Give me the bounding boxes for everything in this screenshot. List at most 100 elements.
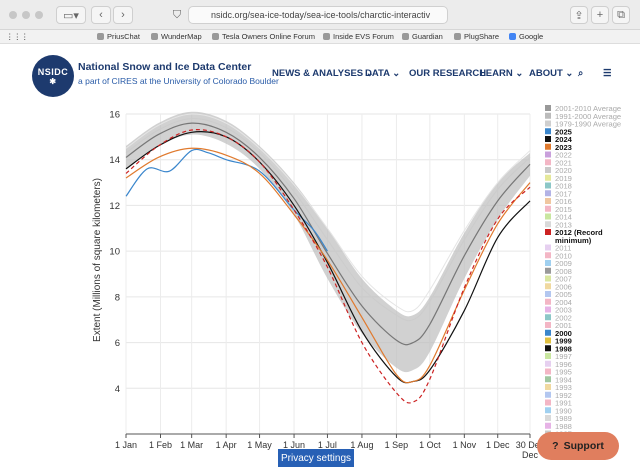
- legend-swatch[interactable]: [545, 182, 551, 189]
- legend-label[interactable]: 2006: [555, 282, 572, 291]
- legend-label[interactable]: 2022: [555, 151, 572, 160]
- legend-swatch[interactable]: [545, 244, 551, 251]
- legend-swatch[interactable]: [545, 190, 551, 197]
- search-icon[interactable]: ⌕: [578, 68, 584, 79]
- minimize-window-icon[interactable]: [22, 11, 30, 19]
- series-line-2012-record-minimum-[interactable]: [125, 129, 531, 404]
- legend-label[interactable]: 2014: [555, 213, 572, 222]
- legend-label[interactable]: 2003: [555, 306, 572, 315]
- legend-label[interactable]: 2020: [555, 166, 572, 175]
- legend-swatch[interactable]: [545, 399, 551, 406]
- legend-swatch[interactable]: [545, 329, 551, 336]
- legend-swatch[interactable]: [545, 213, 551, 220]
- legend-label[interactable]: 2013: [555, 220, 572, 229]
- shield-button[interactable]: ⛉: [168, 6, 186, 24]
- legend-label[interactable]: 1991: [555, 399, 572, 408]
- series-line-2001-2010-average[interactable]: [125, 122, 531, 346]
- legend-swatch[interactable]: [545, 376, 551, 383]
- legend-label[interactable]: 2025: [555, 127, 573, 136]
- legend-label[interactable]: 1988: [555, 422, 572, 431]
- legend-label[interactable]: 1996: [555, 360, 572, 369]
- legend-swatch[interactable]: [545, 314, 551, 321]
- legend-swatch[interactable]: [545, 174, 551, 181]
- legend-swatch[interactable]: [545, 407, 551, 414]
- legend-label[interactable]: 2004: [555, 298, 572, 307]
- tab-overview-button[interactable]: ⧉: [612, 6, 630, 24]
- legend-swatch[interactable]: [545, 360, 551, 367]
- legend-label[interactable]: 2001-2010 Average: [555, 104, 621, 113]
- bookmark-guardian[interactable]: Guardian: [402, 32, 443, 41]
- site-title[interactable]: National Snow and Ice Data Center: [78, 61, 252, 73]
- zoom-window-icon[interactable]: [35, 11, 43, 19]
- legend-swatch[interactable]: [545, 128, 551, 135]
- legend-label[interactable]: 2018: [555, 182, 572, 191]
- series-line-2025[interactable]: [125, 148, 328, 252]
- legend-swatch[interactable]: [545, 221, 551, 228]
- legend-swatch[interactable]: [545, 198, 551, 204]
- legend-label[interactable]: 2008: [555, 267, 572, 276]
- legend-label[interactable]: 1990: [555, 406, 572, 415]
- bookmark-inside-evs[interactable]: Inside EVS Forum: [323, 32, 394, 41]
- legend-label[interactable]: 1995: [555, 368, 572, 377]
- new-tab-button[interactable]: +: [591, 6, 609, 24]
- series-line-2024[interactable]: [125, 131, 531, 384]
- apps-grid-icon[interactable]: ⋮⋮⋮: [6, 32, 29, 41]
- legend-label[interactable]: 1992: [555, 391, 572, 400]
- legend-swatch[interactable]: [545, 105, 551, 111]
- legend-label[interactable]: 2023: [555, 143, 572, 152]
- hamburger-menu-icon[interactable]: ☰: [603, 68, 612, 79]
- legend-swatch[interactable]: [545, 136, 551, 142]
- legend-swatch[interactable]: [545, 384, 551, 390]
- legend-label[interactable]: 2005: [555, 290, 572, 299]
- legend-swatch[interactable]: [545, 143, 551, 150]
- legend-swatch[interactable]: [545, 298, 551, 305]
- nav-learn[interactable]: LEARN ⌄: [480, 68, 523, 79]
- nav-news-analyses[interactable]: NEWS & ANALYSES ⌄: [272, 68, 374, 79]
- series-line-1981-1990-average[interactable]: [125, 113, 531, 313]
- legend-swatch[interactable]: [545, 415, 551, 421]
- legend-label[interactable]: 2001: [555, 321, 572, 330]
- legend-swatch[interactable]: [545, 167, 551, 173]
- bookmark-tesla-owners[interactable]: Tesla Owners Online Forum: [212, 32, 315, 41]
- legend-label[interactable]: 2024: [555, 135, 573, 144]
- share-button[interactable]: ⇪: [570, 6, 588, 24]
- bookmark-google[interactable]: Google: [509, 32, 543, 41]
- legend-swatch[interactable]: [545, 391, 551, 398]
- legend-swatch[interactable]: [545, 353, 551, 359]
- nav-data[interactable]: DATA ⌄: [365, 68, 400, 79]
- legend-swatch[interactable]: [545, 205, 551, 212]
- support-button[interactable]: ? Support: [537, 432, 619, 460]
- legend-label[interactable]: 2017: [555, 189, 572, 198]
- nav-about[interactable]: ABOUT ⌄: [529, 68, 573, 79]
- sidebar-toggle-button[interactable]: ▭▾: [56, 6, 86, 24]
- legend-label[interactable]: 2000: [555, 329, 572, 338]
- address-bar[interactable]: nsidc.org/sea-ice-today/sea-ice-tools/ch…: [188, 6, 448, 24]
- legend-swatch[interactable]: [545, 291, 551, 297]
- legend-label[interactable]: 1979-1990 Average: [555, 120, 621, 129]
- legend-label[interactable]: 2019: [555, 174, 572, 183]
- legend-label[interactable]: 2012 (Record: [555, 228, 603, 237]
- legend-swatch[interactable]: [545, 283, 551, 290]
- legend-label[interactable]: 2021: [555, 158, 572, 167]
- back-button[interactable]: ‹: [91, 6, 111, 24]
- legend-label[interactable]: 1993: [555, 383, 572, 392]
- legend-swatch[interactable]: [545, 422, 551, 429]
- series-line-1991-2000-average[interactable]: [125, 118, 531, 322]
- legend-swatch[interactable]: [545, 229, 551, 235]
- legend-swatch[interactable]: [545, 345, 551, 352]
- close-window-icon[interactable]: [9, 11, 17, 19]
- nsidc-logo[interactable]: NSIDC ✱: [32, 55, 74, 97]
- legend-swatch[interactable]: [545, 337, 551, 344]
- legend-label[interactable]: 2011: [555, 244, 571, 253]
- legend-swatch[interactable]: [545, 120, 551, 127]
- legend-label[interactable]: 1999: [555, 337, 572, 346]
- legend-label[interactable]: 2002: [555, 313, 572, 322]
- series-line-2023[interactable]: [125, 147, 531, 384]
- legend-label[interactable]: 2009: [555, 259, 572, 268]
- legend-swatch[interactable]: [545, 267, 551, 274]
- legend-swatch[interactable]: [545, 260, 551, 266]
- legend-swatch[interactable]: [545, 159, 551, 166]
- legend-label[interactable]: 2016: [555, 197, 572, 206]
- legend-label[interactable]: 1991-2000 Average: [555, 112, 621, 121]
